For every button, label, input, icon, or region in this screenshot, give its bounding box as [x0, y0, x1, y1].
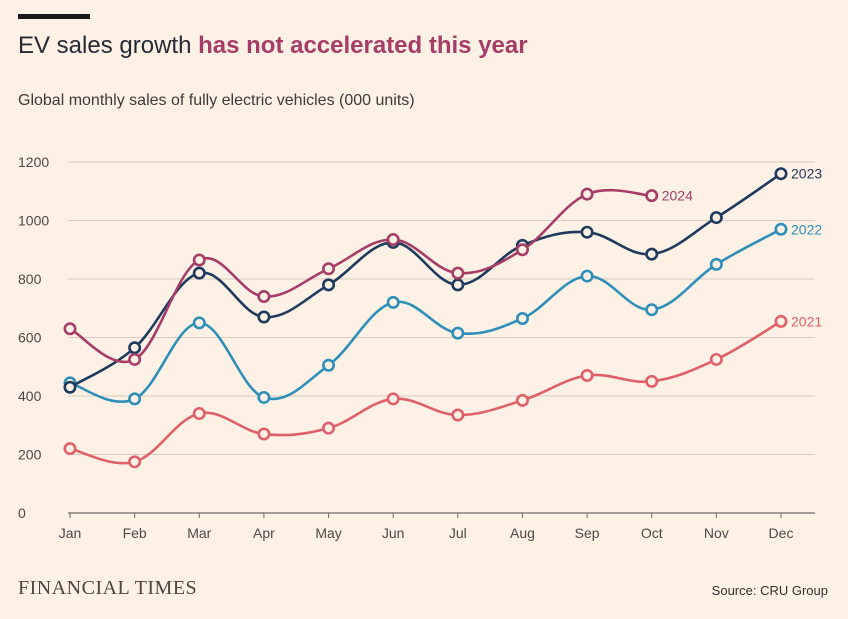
data-point-2023 [192, 266, 206, 280]
data-point-2021 [128, 455, 142, 469]
x-tick-label: Nov [704, 525, 729, 541]
data-point-2021 [322, 421, 336, 435]
y-tick-label: 200 [18, 447, 42, 463]
data-point-2021 [192, 407, 206, 421]
title-highlight: has not accelerated this year [198, 32, 528, 59]
y-tick-label: 400 [18, 388, 42, 404]
data-point-2021 [515, 393, 529, 407]
data-point-2021 [709, 352, 723, 366]
label-layer: 0 200 400 600 800 1000 1200 Jan Feb Mar Apr May Jun J… [18, 154, 822, 541]
data-point-2022 [451, 326, 465, 340]
series-2022 [63, 222, 788, 406]
x-tick-label: Jul [449, 525, 467, 541]
x-tick-label: Aug [510, 525, 535, 541]
data-point-2023 [645, 247, 659, 261]
data-point-2024 [645, 189, 659, 203]
data-point-2024 [451, 266, 465, 280]
data-point-2024 [63, 322, 77, 336]
data-point-2023 [709, 211, 723, 225]
grid-layer [68, 161, 815, 518]
series-2024 [63, 187, 659, 366]
chart-title: EV sales growth has not accelerated this… [18, 32, 528, 60]
y-tick-label: 800 [18, 271, 42, 287]
data-point-2021 [580, 369, 594, 383]
x-tick-label: Jun [382, 525, 405, 541]
data-point-2022 [192, 316, 206, 330]
data-point-2023 [257, 310, 271, 324]
series-layer [63, 167, 788, 469]
data-point-2021 [63, 442, 77, 456]
data-point-2023 [63, 380, 77, 394]
data-point-2022 [774, 222, 788, 236]
data-point-2021 [451, 408, 465, 422]
series-line-2024 [68, 188, 654, 364]
series-line-2023 [68, 172, 783, 389]
x-tick-label: Feb [123, 525, 147, 541]
y-tick-label: 1000 [18, 213, 49, 229]
data-point-2023 [322, 278, 336, 292]
source-note: Source: CRU Group [711, 583, 828, 598]
series-2021 [63, 314, 788, 469]
data-point-2022 [386, 295, 400, 309]
data-point-2024 [192, 253, 206, 267]
data-point-2023 [774, 167, 788, 181]
data-point-2022 [709, 257, 723, 271]
data-point-2021 [257, 427, 271, 441]
data-point-2024 [322, 262, 336, 276]
data-point-2023 [128, 341, 142, 355]
data-point-2023 [451, 278, 465, 292]
data-point-2024 [580, 187, 594, 201]
data-point-2021 [645, 374, 659, 388]
series-label-2022: 2022 [791, 221, 822, 237]
y-tick-label: 0 [18, 505, 26, 521]
y-tick-label: 600 [18, 330, 42, 346]
x-tick-label: Oct [641, 525, 663, 541]
series-label-2024: 2024 [662, 188, 693, 204]
data-point-2021 [774, 314, 788, 328]
data-point-2021 [386, 392, 400, 406]
x-tick-label: Apr [253, 525, 275, 541]
data-point-2022 [645, 303, 659, 317]
title-plain: EV sales growth [18, 32, 199, 59]
chart-subtitle: Global monthly sales of fully electric v… [18, 92, 415, 109]
x-tick-label: Mar [187, 525, 211, 541]
x-tick-label: Sep [575, 525, 600, 541]
y-tick-label: 1200 [18, 154, 49, 170]
top-rule [18, 14, 90, 19]
x-tick-label: May [315, 525, 341, 541]
data-point-2022 [322, 358, 336, 372]
x-tick-label: Jan [59, 525, 82, 541]
data-point-2022 [257, 390, 271, 404]
series-label-2023: 2023 [791, 166, 822, 182]
data-point-2022 [128, 392, 142, 406]
data-point-2023 [580, 225, 594, 239]
data-point-2022 [515, 311, 529, 325]
data-point-2024 [128, 352, 142, 366]
data-point-2024 [386, 233, 400, 247]
x-tick-label: Dec [769, 525, 794, 541]
series-label-2021: 2021 [791, 313, 822, 329]
data-point-2022 [580, 269, 594, 283]
ft-logo: FINANCIAL TIMES [18, 577, 198, 599]
data-point-2024 [257, 290, 271, 304]
data-point-2024 [515, 243, 529, 257]
